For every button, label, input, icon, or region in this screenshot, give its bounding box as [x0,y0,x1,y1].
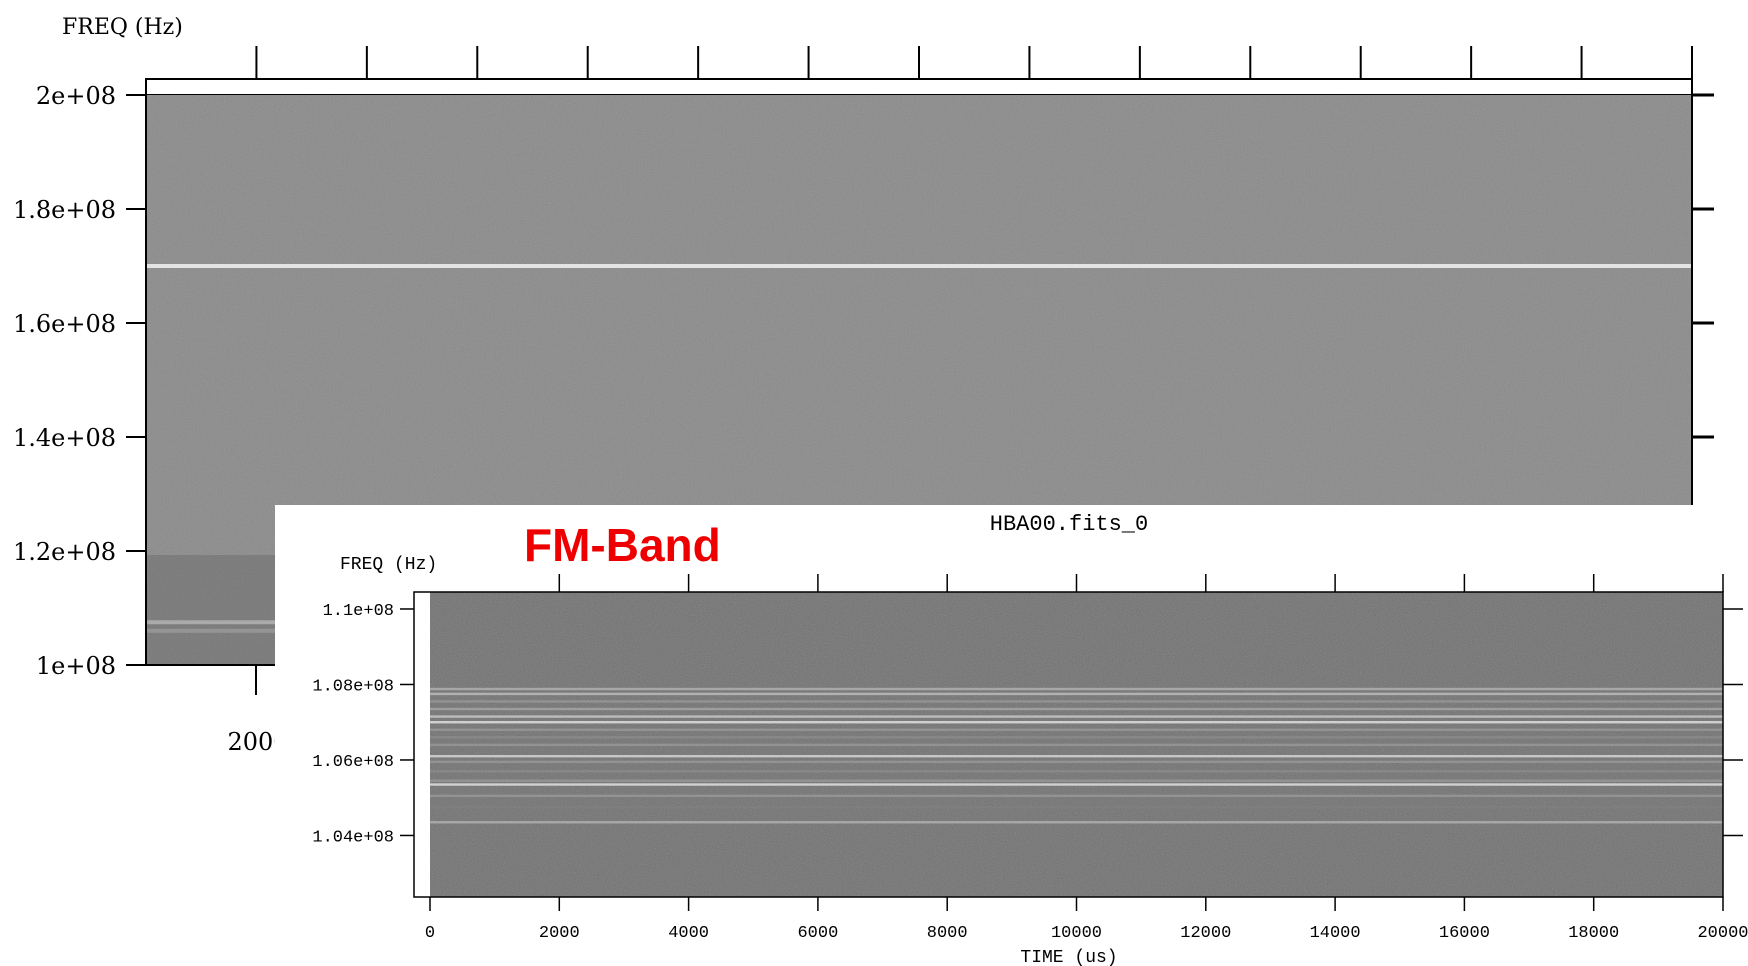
inset-x-tick-label: 16000 [1439,924,1490,943]
inset-x-tick-label: 8000 [927,924,968,943]
fm-band-annotation: FM-Band [524,519,721,571]
inset-spectral-line [430,715,1723,718]
inset-spectral-line [430,821,1723,824]
inset-top-ticks [558,574,1724,592]
main-y-tick-label: 1e+08 [36,652,116,680]
inset-left-strip [414,592,430,897]
inset-spectral-line [430,721,1723,724]
inset-x-tick-label: 18000 [1568,924,1619,943]
inset-x-ticks: 0 2000 4000 6000 8000 10000 12000 14000 16000 180… [425,897,1748,943]
inset-y-ticks: 1.1e+08 1.08e+08 1.06e+08 1.04e+08 [312,602,1743,847]
inset-spectral-line [430,794,1723,798]
inset-y-axis-title: FREQ (Hz) [340,555,437,575]
main-y-tick-label: 2e+08 [36,82,116,110]
inset-x-tick-label: 4000 [668,924,709,943]
inset-spectral-line [430,783,1723,786]
inset-spectral-line [430,687,1723,691]
inset-spectral-line [430,728,1723,731]
inset-title: HBA00.fits_0 [990,512,1148,537]
inset-spectral-line [430,736,1723,739]
main-y-tick-label: 1.2e+08 [13,538,116,566]
inset-x-tick-label: 12000 [1180,924,1231,943]
inset-x-tick-label: 10000 [1051,924,1102,943]
inset-x-tick-label: 0 [425,924,435,943]
inset-x-tick-label: 6000 [797,924,838,943]
inset-spectral-lines [430,687,1723,824]
inset-spectral-line [430,805,1723,809]
inset-y-tick-label: 1.04e+08 [312,828,394,847]
inset-y-tick-label: 1.1e+08 [323,602,394,621]
inset-y-tick-label: 1.08e+08 [312,677,394,696]
inset-x-tick-label: 14000 [1310,924,1361,943]
inset-x-tick-label: 20000 [1697,924,1748,943]
main-top-ticks [255,46,1693,79]
main-plot-top-strip [145,78,1693,96]
inset-spectral-line [430,692,1723,696]
main-y-tick-label: 1.4e+08 [13,424,116,452]
inset-spectral-line [430,743,1723,747]
inset-spectral-line [430,755,1723,758]
inset-plot-frame [413,591,1724,898]
main-y-tick-label: 1.6e+08 [13,310,116,338]
inset-spectral-line [430,707,1723,711]
inset-spectral-line [430,779,1723,782]
inset-spectral-line [430,700,1723,703]
main-y-tick-label: 1.8e+08 [13,196,116,224]
main-spectral-line [146,264,1692,268]
inset-spectral-line [430,760,1723,764]
inset-spectral-line [430,770,1723,773]
main-y-axis-title: FREQ (Hz) [62,15,183,40]
fm-band-inset-panel: HBA00.fits_0 FM-Band FREQ (Hz) 1.1e+081.… [275,505,1748,966]
inset-y-tick-label: 1.06e+08 [312,753,394,772]
inset-x-axis-title: TIME (us) [1020,948,1117,966]
inset-x-tick-label: 2000 [539,924,580,943]
main-y-ticks: 2e+08 1.8e+08 1.6e+08 1.4e+08 1.2e+08 1e+08 [13,82,1714,680]
